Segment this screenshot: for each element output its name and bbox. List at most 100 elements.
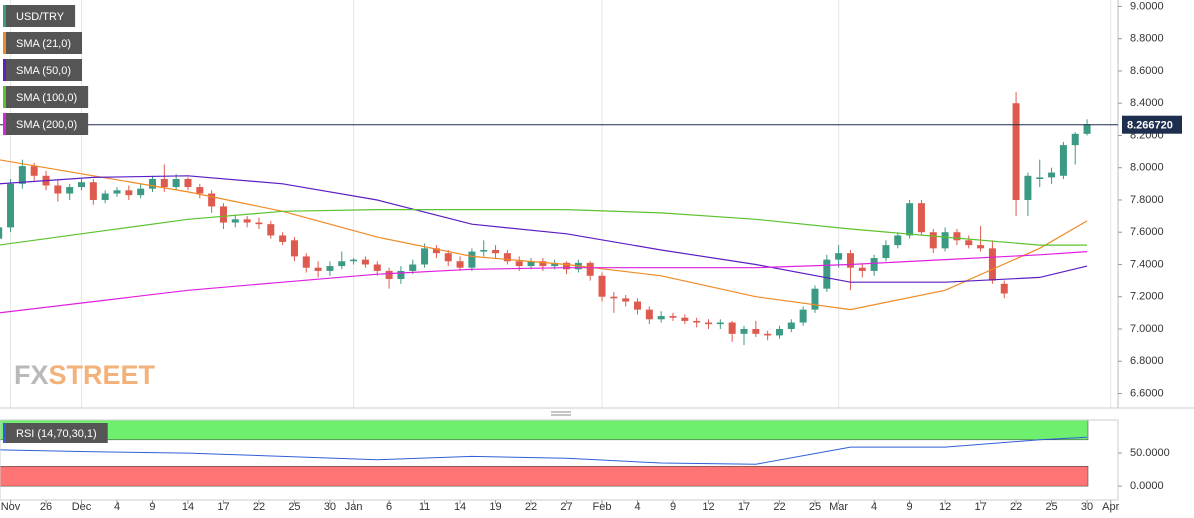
plot-area <box>0 0 1112 487</box>
candle-body <box>172 179 180 188</box>
candle-body <box>846 253 854 268</box>
x-tick-label: 22 <box>525 501 537 513</box>
candle-body <box>598 275 606 297</box>
candle-body <box>196 187 204 194</box>
candle-body <box>89 182 97 200</box>
x-tick-label: 6 <box>386 501 392 513</box>
x-tick-label: Dec <box>72 501 92 513</box>
x-tick-label: 9 <box>907 501 913 513</box>
legend-item[interactable]: SMA (200,0) <box>3 113 89 135</box>
candle-body <box>468 251 476 268</box>
candle-body <box>208 193 216 207</box>
candle-body <box>385 270 393 279</box>
candle-body <box>480 249 488 252</box>
x-tick-label: 4 <box>634 501 640 513</box>
candle-body <box>929 232 937 249</box>
y-tick-label: 6.8000 <box>1130 355 1164 367</box>
sma-line <box>0 159 1088 311</box>
legend-swatch <box>3 86 6 108</box>
sma-line <box>0 209 1088 246</box>
candle-body <box>361 259 369 265</box>
candle-body <box>882 245 890 259</box>
sma-line <box>0 251 1088 314</box>
x-tick-label: 14 <box>182 501 194 513</box>
x-tick-label: Jan <box>345 501 363 513</box>
candle-body <box>1000 283 1008 294</box>
candle-body <box>444 253 452 262</box>
candle-body <box>350 259 358 262</box>
x-tick-label: 27 <box>560 501 572 513</box>
y-tick-label: 8.6000 <box>1130 65 1164 77</box>
candle-body <box>988 248 996 281</box>
x-tick-label: 12 <box>939 501 951 513</box>
candle-body <box>657 316 665 320</box>
legend-box <box>3 59 83 81</box>
legend-label: USD/TRY <box>16 11 65 23</box>
candle-body <box>740 328 748 334</box>
candle-body <box>539 261 547 267</box>
candle-body <box>397 270 405 279</box>
candle-body <box>503 253 511 262</box>
candle-body <box>835 253 843 260</box>
legend-item[interactable]: SMA (100,0) <box>3 86 89 108</box>
candle-body <box>231 219 239 223</box>
legend-item[interactable]: SMA (50,0) <box>3 59 83 81</box>
x-tick-label: 4 <box>871 501 877 513</box>
candle-body <box>219 206 227 223</box>
y-tick-label: 8.4000 <box>1130 97 1164 109</box>
candle-body <box>799 309 807 323</box>
candle-body <box>7 183 15 228</box>
candle-body <box>148 179 156 189</box>
candle-body <box>432 248 440 254</box>
legend-item[interactable]: SMA (21,0) <box>3 32 83 54</box>
candle-body <box>669 316 677 318</box>
sma-line <box>0 175 1088 283</box>
x-tick-label: Apr <box>1102 501 1119 513</box>
x-tick-label: 17 <box>217 501 229 513</box>
resize-handle[interactable] <box>551 411 571 416</box>
legend-swatch <box>3 5 6 27</box>
candle-body <box>421 248 429 265</box>
candle-body <box>101 193 109 200</box>
candle-body <box>634 301 642 310</box>
candle-body <box>752 328 760 334</box>
candle-body <box>965 240 973 246</box>
legend-box <box>3 32 83 54</box>
legend-label: SMA (21,0) <box>16 38 71 50</box>
candle-body <box>1059 145 1067 176</box>
logo: FXSTREET <box>14 360 156 390</box>
candle-body <box>18 166 26 184</box>
legend-label: SMA (100,0) <box>16 92 77 104</box>
candle-body <box>858 267 866 271</box>
x-tick-label: Feb <box>593 501 612 513</box>
candle-body <box>941 232 949 249</box>
rsi-band <box>0 419 1089 441</box>
x-tick-label: 11 <box>419 501 430 513</box>
candle-body <box>1048 172 1056 178</box>
legend-label: SMA (50,0) <box>16 65 71 77</box>
x-tick-label: Mar <box>829 501 848 513</box>
legend-swatch <box>3 113 6 135</box>
x-tick-label: 19 <box>489 501 501 513</box>
candle-body <box>645 309 653 320</box>
candle-body <box>1083 124 1091 134</box>
candle-body <box>314 267 322 271</box>
candle-body <box>563 262 571 270</box>
candle-body <box>243 219 251 223</box>
x-tick-label: 30 <box>324 501 336 513</box>
rsi-panel-border <box>0 419 1119 501</box>
rsi-legend[interactable]: RSI (14,70,30,1) <box>3 423 108 443</box>
y-tick-label: 7.4000 <box>1130 258 1164 270</box>
legend-swatch <box>3 423 6 443</box>
y-tick-label: 7.6000 <box>1130 226 1164 238</box>
candle-body <box>764 333 772 336</box>
candle-body <box>113 190 121 194</box>
legend-box <box>3 423 108 443</box>
candle-body <box>977 245 985 249</box>
candle-body <box>823 259 831 289</box>
legend-item[interactable]: USD/TRY <box>3 5 76 27</box>
candle-body <box>1012 103 1020 200</box>
x-tick-label: Nov <box>1 501 21 513</box>
candle-body <box>326 266 334 271</box>
x-tick-label: 17 <box>974 501 986 513</box>
